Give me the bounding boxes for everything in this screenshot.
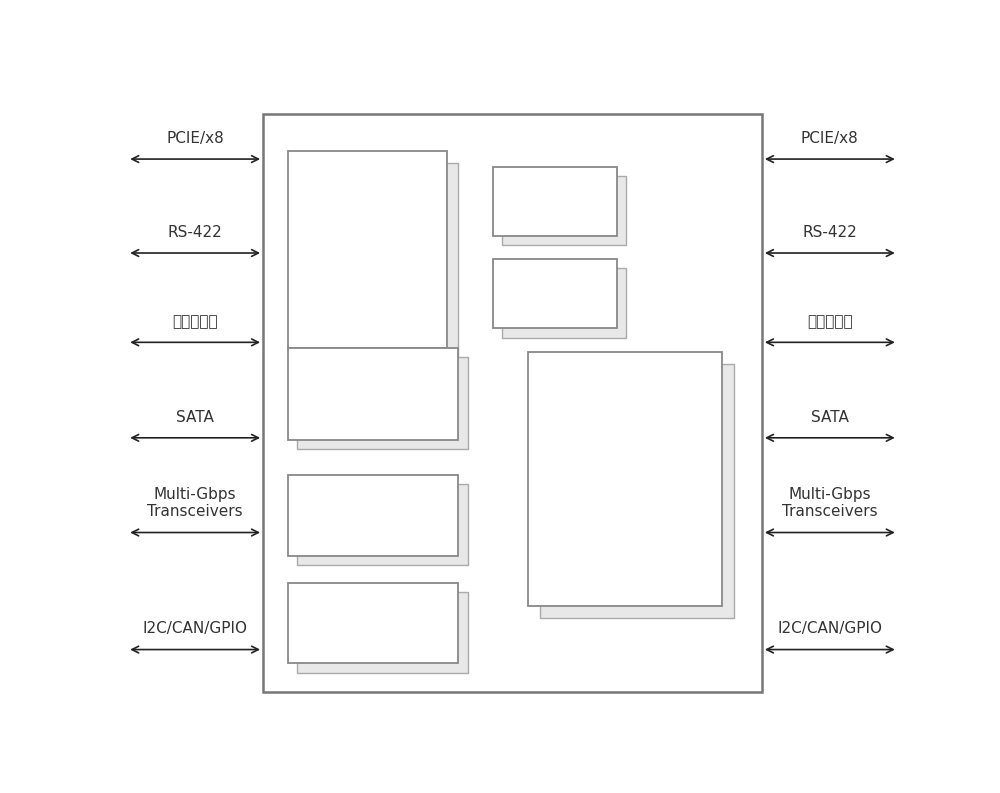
Text: Xilinx PLATFORM
FLASH XL: Xilinx PLATFORM FLASH XL [317,380,429,408]
Text: PCIE/x8: PCIE/x8 [801,131,859,146]
Bar [288,583,458,664]
Bar [493,167,617,236]
Bar [502,268,626,338]
Text: 32K  SRAM: 32K SRAM [518,287,592,301]
Text: SATA: SATA [811,410,849,425]
Bar [288,151,447,347]
Bar [493,259,617,328]
Text: RS-422: RS-422 [802,225,857,240]
Bar [297,357,468,450]
Bar [263,114,762,692]
Text: 512MB
FLASH: 512MB FLASH [349,500,397,531]
Text: 以太网接口: 以太网接口 [172,314,218,329]
Text: Aeroflex
UT6325: Aeroflex UT6325 [333,226,401,265]
Bar [540,364,734,618]
Bar [288,475,458,556]
Text: RS-422: RS-422 [168,225,223,240]
Text: Multi-Gbps
Transceivers: Multi-Gbps Transceivers [782,487,878,519]
Bar [297,592,468,672]
Text: I2C/CAN/GPIO: I2C/CAN/GPIO [777,622,882,637]
Text: 以太网接口: 以太网接口 [807,314,853,329]
Text: Multi-Gbps
Transceivers: Multi-Gbps Transceivers [147,487,243,519]
Bar [288,347,458,440]
Bar [297,484,468,565]
Bar [502,176,626,245]
Text: I2C/CAN/GPIO: I2C/CAN/GPIO [143,622,248,637]
Text: SIRF
Virtex5
FX130T: SIRF Virtex5 FX130T [596,454,654,504]
Bar [528,351,722,606]
Text: SATA: SATA [176,410,214,425]
Text: 32K  PROM: 32K PROM [517,194,593,209]
Text: 512MB
SDRAM: 512MB SDRAM [348,608,398,638]
Text: PCIE/x8: PCIE/x8 [166,131,224,146]
Bar [299,163,458,359]
